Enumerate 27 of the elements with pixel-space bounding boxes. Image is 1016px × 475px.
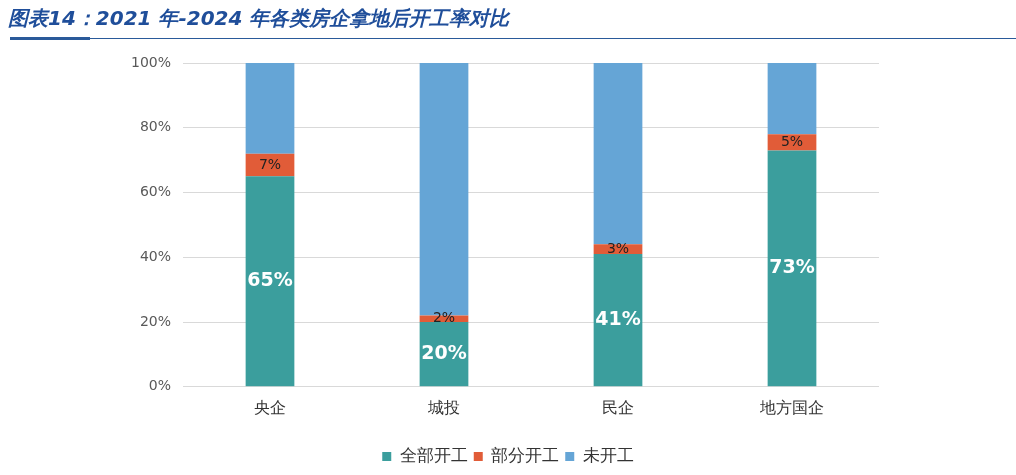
data-label: 20% <box>421 341 467 364</box>
legend-label: 全部开工 <box>399 444 468 465</box>
data-label: 5% <box>780 132 804 149</box>
data-label: 73% <box>769 255 815 278</box>
y-tick-label: 40% <box>139 247 171 264</box>
y-tick-label: 20% <box>139 312 171 329</box>
bar <box>767 150 817 387</box>
data-label: 3% <box>606 239 630 256</box>
bar <box>245 176 295 387</box>
x-tick-label: 地方国企 <box>759 397 824 417</box>
y-tick-label: 0% <box>148 377 171 394</box>
y-tick-label: 60% <box>139 183 171 200</box>
data-label: 41% <box>595 307 641 330</box>
bar <box>767 63 817 135</box>
y-tick-label: 100% <box>130 53 171 70</box>
bar <box>245 63 295 154</box>
x-tick-label: 城投 <box>427 397 460 417</box>
data-label: 7% <box>258 155 282 172</box>
legend-label: 部分开工 <box>491 444 560 465</box>
legend-label: 未开工 <box>582 444 634 465</box>
chart-title: 图表14：2021 年-2024 年各类房企拿地后开工率对比 <box>8 5 510 32</box>
y-tick-label: 80% <box>139 118 171 135</box>
bar <box>593 63 643 245</box>
x-tick-label: 央企 <box>254 397 286 417</box>
x-tick-label: 民企 <box>602 397 634 417</box>
data-label: 65% <box>247 268 293 291</box>
bar <box>593 254 643 387</box>
